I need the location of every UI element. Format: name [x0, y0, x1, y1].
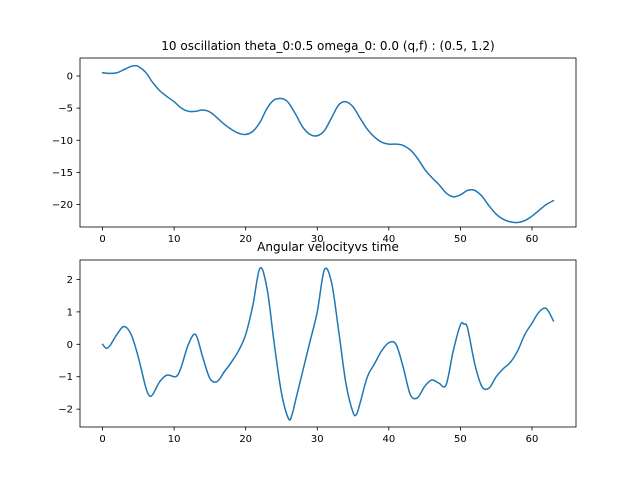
chart-top-axes-frame: [79, 57, 577, 228]
chart-top-title: 10 oscillation theta_0:0.5 omega_0: 0.0 …: [161, 39, 494, 53]
chart-top-ytick-label: −20: [52, 200, 73, 211]
chart-top-ticks: 0 10 20 30 40 50 60 0 −5 −10 −15 −20: [52, 71, 538, 245]
chart-bottom-xtick-label: 60: [526, 434, 539, 445]
chart-bottom: Angular velocityvs time 0 10 20 30 40 50 60210…: [58, 240, 577, 445]
chart-top-xtick-label: 20: [239, 234, 252, 245]
chart-bottom-xtick-label: 30: [311, 434, 324, 445]
chart-top-xtick-label: 50: [454, 234, 467, 245]
chart-bottom-ytick-label: −2: [58, 405, 73, 416]
chart-bottom-ytick-label: −1: [58, 372, 73, 383]
chart-bottom-title: Angular velocityvs time: [257, 240, 399, 254]
chart-bottom-xtick-label: 10: [168, 434, 181, 445]
chart-top-ytick-label: −10: [52, 136, 73, 147]
chart-top-ytick-label: −15: [52, 168, 73, 179]
chart-top-xtick-label: 10: [168, 234, 181, 245]
chart-bottom-ytick-label: 0: [67, 340, 73, 351]
chart-bottom-xtick-label: 0: [99, 434, 105, 445]
chart-top-series-line: [101, 64, 555, 224]
chart-top-xtick-label: 30: [311, 234, 324, 245]
chart-bottom-xtick-label: 40: [382, 434, 395, 445]
chart-bottom-ytick-label: 1: [67, 307, 73, 318]
chart-top-xtick-label: 0: [99, 234, 105, 245]
chart-top: 10 oscillation theta_0:0.5 omega_0: 0.0 …: [52, 39, 577, 245]
chart-top-ytick-label: 0: [67, 71, 73, 82]
chart-top-xtick-label: 40: [382, 234, 395, 245]
chart-bottom-ytick-label: 2: [67, 275, 73, 286]
chart-top-ytick-label: −5: [58, 104, 73, 115]
chart-bottom-series-line: [101, 266, 555, 421]
chart-top-xtick-label: 60: [526, 234, 539, 245]
chart-bottom-xtick-label: 50: [454, 434, 467, 445]
chart-bottom-xtick-label: 20: [239, 434, 252, 445]
chart-bottom-axes-frame: [79, 259, 577, 428]
